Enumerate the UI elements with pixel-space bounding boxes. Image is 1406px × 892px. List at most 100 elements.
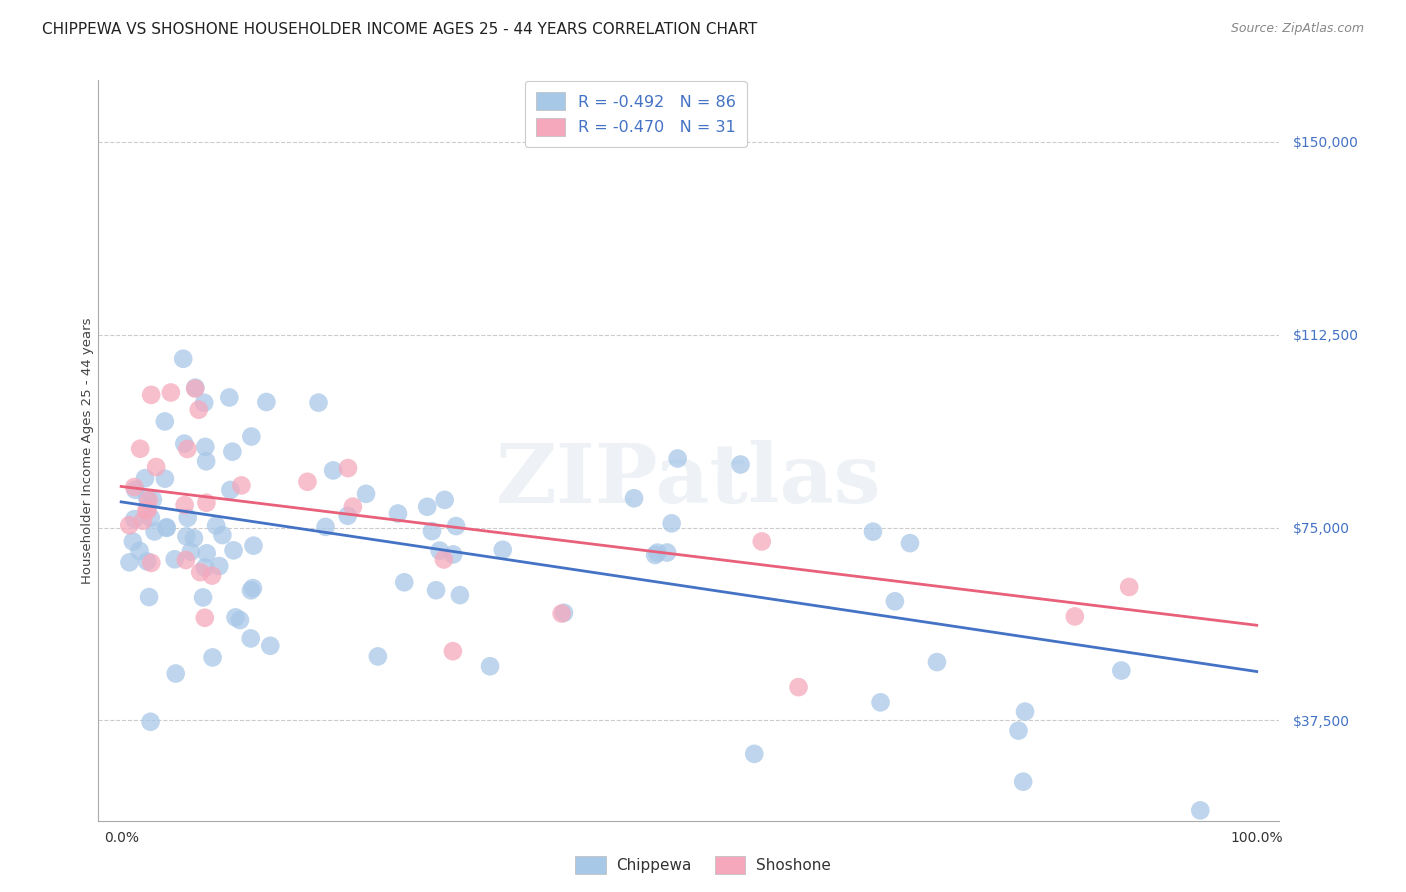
Point bbox=[139, 714, 162, 729]
Point bbox=[655, 545, 678, 559]
Point bbox=[184, 381, 207, 395]
Point bbox=[153, 472, 176, 486]
Point bbox=[1118, 580, 1140, 594]
Point bbox=[165, 666, 187, 681]
Point bbox=[187, 402, 209, 417]
Point bbox=[211, 528, 233, 542]
Point bbox=[441, 644, 464, 658]
Point bbox=[194, 611, 217, 625]
Point bbox=[124, 512, 146, 526]
Point bbox=[420, 524, 443, 538]
Point bbox=[254, 395, 277, 409]
Point bbox=[322, 463, 344, 477]
Point bbox=[623, 491, 645, 506]
Point bbox=[195, 496, 218, 510]
Point bbox=[666, 451, 689, 466]
Text: Source: ZipAtlas.com: Source: ZipAtlas.com bbox=[1230, 22, 1364, 36]
Point bbox=[225, 610, 247, 624]
Point bbox=[122, 534, 145, 549]
Point bbox=[884, 594, 907, 608]
Point bbox=[898, 536, 921, 550]
Point bbox=[118, 518, 141, 533]
Point bbox=[194, 440, 217, 454]
Point bbox=[550, 607, 572, 621]
Point bbox=[184, 382, 207, 396]
Point bbox=[132, 514, 155, 528]
Legend: R = -0.492   N = 86, R = -0.470   N = 31: R = -0.492 N = 86, R = -0.470 N = 31 bbox=[524, 81, 747, 147]
Point bbox=[553, 606, 575, 620]
Point bbox=[647, 546, 669, 560]
Point bbox=[342, 500, 364, 514]
Point bbox=[394, 575, 416, 590]
Text: ZIPatlas: ZIPatlas bbox=[496, 440, 882, 520]
Point bbox=[135, 503, 157, 517]
Point bbox=[180, 544, 202, 558]
Point bbox=[138, 590, 160, 604]
Y-axis label: Householder Income Ages 25 - 44 years: Householder Income Ages 25 - 44 years bbox=[80, 318, 94, 583]
Point bbox=[138, 493, 160, 508]
Point bbox=[730, 458, 752, 472]
Point bbox=[751, 534, 773, 549]
Point bbox=[183, 531, 205, 545]
Point bbox=[221, 444, 243, 458]
Point bbox=[1007, 723, 1029, 738]
Point bbox=[153, 414, 176, 428]
Point bbox=[191, 591, 214, 605]
Point bbox=[644, 548, 666, 562]
Point bbox=[231, 478, 253, 492]
Point bbox=[297, 475, 319, 489]
Legend: Chippewa, Shoshone: Chippewa, Shoshone bbox=[569, 850, 837, 880]
Point bbox=[449, 588, 471, 602]
Point bbox=[1189, 803, 1212, 817]
Point bbox=[222, 543, 245, 558]
Point bbox=[205, 518, 228, 533]
Point bbox=[862, 524, 884, 539]
Point bbox=[124, 483, 146, 497]
Point bbox=[208, 559, 231, 574]
Point bbox=[433, 552, 456, 566]
Point bbox=[492, 542, 515, 557]
Point bbox=[143, 524, 166, 539]
Point bbox=[118, 555, 141, 569]
Point bbox=[661, 516, 683, 531]
Point bbox=[433, 492, 456, 507]
Point bbox=[195, 546, 218, 560]
Point bbox=[136, 554, 159, 568]
Point bbox=[787, 680, 810, 694]
Point bbox=[315, 520, 337, 534]
Point bbox=[429, 543, 451, 558]
Point bbox=[176, 529, 198, 543]
Point bbox=[129, 442, 152, 456]
Point bbox=[176, 510, 198, 524]
Point bbox=[134, 471, 156, 485]
Point bbox=[195, 454, 218, 468]
Point bbox=[337, 461, 360, 475]
Point bbox=[193, 395, 215, 409]
Point bbox=[155, 521, 177, 535]
Point bbox=[173, 498, 195, 512]
Point bbox=[160, 385, 183, 400]
Point bbox=[172, 351, 194, 366]
Point bbox=[925, 655, 948, 669]
Point bbox=[201, 650, 224, 665]
Point bbox=[218, 391, 240, 405]
Point bbox=[441, 548, 464, 562]
Point bbox=[242, 581, 264, 595]
Point bbox=[142, 492, 165, 507]
Point bbox=[1111, 664, 1133, 678]
Point bbox=[336, 508, 359, 523]
Point bbox=[1014, 705, 1036, 719]
Point bbox=[308, 395, 330, 409]
Point bbox=[444, 519, 467, 533]
Point bbox=[219, 483, 242, 497]
Point bbox=[387, 507, 409, 521]
Point bbox=[176, 442, 198, 456]
Point bbox=[239, 583, 262, 598]
Point bbox=[240, 429, 263, 443]
Point bbox=[141, 388, 163, 402]
Point bbox=[869, 695, 891, 709]
Point bbox=[136, 503, 159, 517]
Point bbox=[124, 480, 146, 494]
Point bbox=[239, 632, 262, 646]
Point bbox=[242, 539, 264, 553]
